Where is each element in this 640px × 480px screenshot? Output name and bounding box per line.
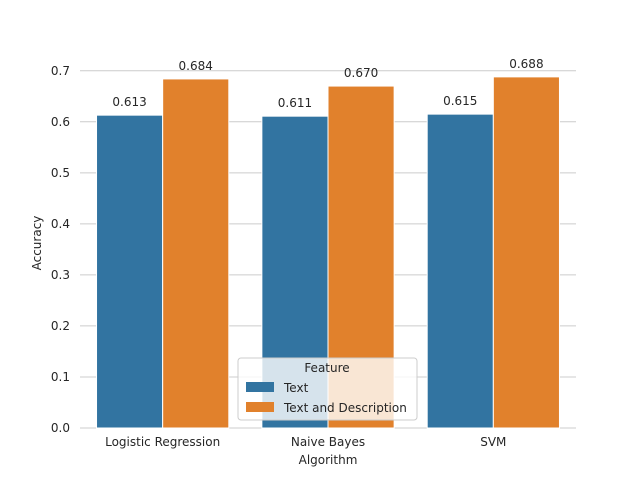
- y-tick-label: 0.3: [51, 268, 70, 282]
- data-label: 0.684: [179, 59, 213, 73]
- y-axis: 0.0 0.1 0.2 0.3 0.4 0.5 0.6 0.7: [51, 64, 70, 435]
- x-tick-label: SVM: [480, 435, 506, 449]
- y-axis-title: Accuracy: [30, 216, 44, 271]
- data-label: 0.670: [344, 66, 378, 80]
- y-tick-label: 0.7: [51, 64, 70, 78]
- bar-text-and-description: [492, 76, 560, 429]
- bar-text-and-description: [162, 78, 230, 429]
- legend-swatch-text-and-description: [246, 402, 274, 412]
- legend-label-text-and-description: Text and Description: [283, 401, 407, 415]
- data-label: 0.688: [509, 57, 543, 71]
- legend-title: Feature: [304, 361, 349, 375]
- y-tick-label: 0.5: [51, 166, 70, 180]
- y-tick-label: 0.0: [51, 421, 70, 435]
- data-label: 0.611: [278, 96, 312, 110]
- y-tick-label: 0.6: [51, 115, 70, 129]
- legend-swatch-text: [246, 382, 274, 392]
- legend: Feature Text Text and Description: [237, 357, 418, 421]
- x-axis: Logistic Regression Naive Bayes SVM: [105, 435, 506, 449]
- y-tick-label: 0.1: [51, 370, 70, 384]
- x-tick-label: Naive Bayes: [291, 435, 365, 449]
- y-tick-label: 0.2: [51, 319, 70, 333]
- legend-box: [237, 357, 418, 421]
- x-axis-title: Algorithm: [299, 453, 358, 467]
- legend-label-text: Text: [283, 381, 309, 395]
- data-label: 0.613: [112, 95, 146, 109]
- bar-text: [426, 113, 494, 429]
- data-label: 0.615: [443, 94, 477, 108]
- data-labels: 0.613 0.684 0.611 0.670 0.615 0.688: [112, 57, 543, 110]
- bar-text: [96, 114, 164, 429]
- y-tick-label: 0.4: [51, 217, 70, 231]
- x-tick-label: Logistic Regression: [105, 435, 220, 449]
